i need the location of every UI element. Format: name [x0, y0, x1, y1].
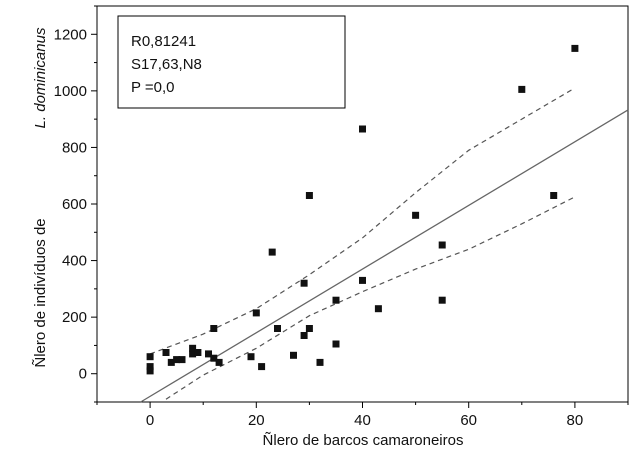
y-axis-title-species: L. dominicanus [32, 27, 49, 128]
y-tick-label: 600 [62, 196, 87, 213]
data-point [247, 353, 255, 361]
x-tick-label: 40 [354, 412, 371, 429]
data-point [167, 358, 175, 366]
data-point [412, 211, 420, 219]
regression-line-group [140, 109, 629, 403]
stats-line-sd: S17,63,N8 [131, 56, 202, 73]
y-tick-label: 1000 [54, 83, 87, 100]
data-point [438, 241, 446, 249]
data-point [258, 363, 266, 371]
data-point [268, 248, 276, 256]
lower-confidence-curve [165, 196, 576, 400]
data-point [189, 344, 197, 352]
y-axis-title-prefix: Ñlero de indivíduos de [32, 218, 49, 367]
x-axis: 0 20 40 60 80 [96, 402, 629, 429]
y-axis: 0 200 400 600 800 1000 1200 [54, 5, 97, 403]
data-point [550, 192, 558, 199]
data-points [146, 44, 579, 375]
data-point [438, 296, 446, 304]
upper-confidence-curve [149, 87, 576, 355]
data-point [518, 85, 526, 93]
y-tick-label: 1200 [54, 26, 87, 43]
data-point [178, 356, 186, 364]
data-point [300, 279, 308, 287]
data-point [374, 305, 382, 313]
data-point [210, 354, 218, 362]
data-point [571, 44, 579, 52]
data-point [332, 340, 340, 348]
data-point [305, 192, 313, 199]
x-axis-title: Ñlero de barcos camaroneiros [263, 432, 464, 449]
stats-box: R0,81241 S17,63,N8 P =0,0 [117, 15, 346, 109]
y-tick-label: 400 [62, 253, 87, 270]
stats-line-r: R0,81241 [131, 33, 196, 50]
data-point [300, 332, 308, 339]
stats-line-p: P =0,0 [131, 79, 175, 96]
stats-box-frame [117, 15, 346, 109]
data-point [332, 296, 340, 304]
data-point [305, 325, 313, 332]
data-point [146, 363, 154, 371]
data-point [252, 309, 260, 317]
data-point [189, 350, 197, 358]
data-point [274, 325, 281, 332]
data-point [194, 349, 202, 356]
y-tick-label: 200 [62, 309, 87, 326]
x-tick-label: 0 [146, 412, 154, 429]
data-point [146, 367, 154, 375]
data-point [205, 350, 212, 358]
x-tick-label: 80 [567, 412, 584, 429]
data-point [173, 356, 181, 364]
x-tick-label: 60 [460, 412, 477, 429]
y-tick-label: 0 [79, 366, 87, 383]
data-point [162, 349, 170, 356]
data-point [359, 276, 366, 284]
regression-line [140, 109, 629, 403]
data-point [290, 351, 297, 359]
data-point [215, 358, 223, 366]
data-point [210, 325, 218, 332]
data-point [316, 358, 324, 366]
confidence-band [149, 87, 576, 400]
x-tick-label: 20 [248, 412, 265, 429]
data-point [146, 353, 154, 361]
data-point [359, 125, 366, 133]
y-tick-label: 800 [62, 139, 87, 156]
